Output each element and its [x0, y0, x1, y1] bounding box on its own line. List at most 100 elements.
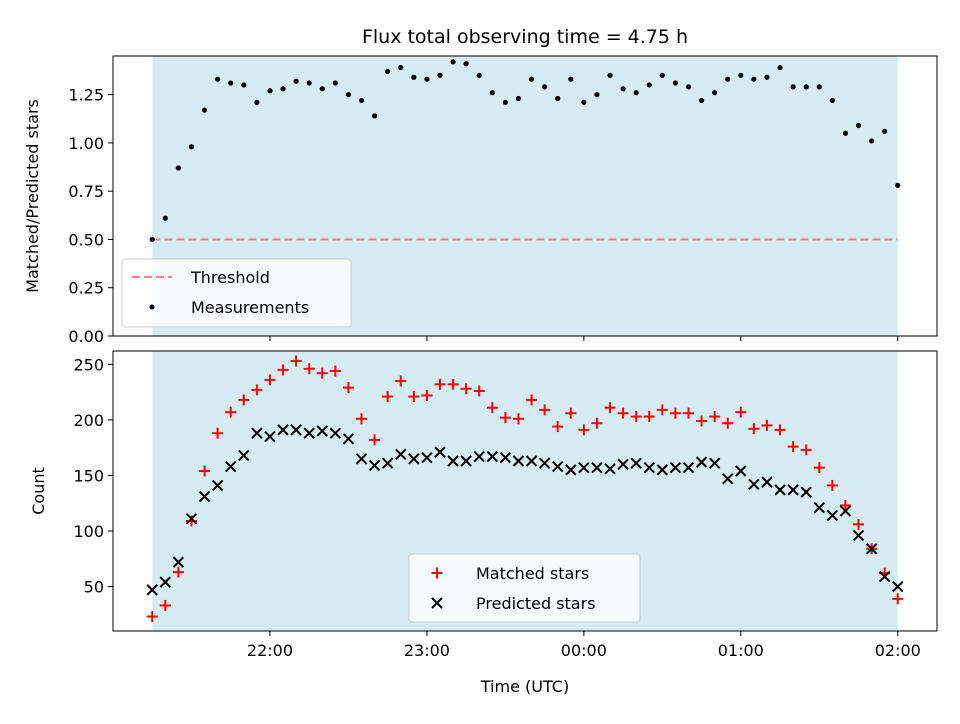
top-y-tick-label: 0.75: [68, 182, 104, 201]
bottom-y-tick-label: 150: [73, 466, 104, 485]
matched-star-point: [539, 404, 551, 416]
measurement-point: [437, 72, 443, 78]
predicted-star-point: [290, 424, 302, 436]
matched-star-point: [826, 479, 838, 491]
predicted-star-point: [604, 463, 616, 475]
matched-star-point: [853, 518, 865, 530]
matched-star-point: [669, 407, 681, 419]
matched-star-point: [486, 402, 498, 414]
predicted-star-point: [551, 460, 564, 473]
predicted-star-point: [381, 457, 394, 469]
predicted-star-point: [538, 457, 551, 469]
matched-star-point: [787, 441, 799, 453]
measurement-point: [672, 80, 679, 86]
predicted-star-point: [460, 455, 472, 467]
matched-star-point: [185, 515, 197, 527]
predicted-star-point: [852, 529, 865, 542]
matched-star-point: [342, 382, 354, 394]
measurement-point: [267, 88, 273, 94]
matched-star-point: [526, 394, 538, 406]
bottom-y-tick-label: 200: [73, 411, 104, 430]
predicted-star-point: [185, 513, 198, 525]
measurement-point: [581, 99, 587, 105]
measurement-point: [162, 215, 168, 221]
matched-star-point: [604, 402, 616, 414]
matched-star-point: [421, 389, 433, 401]
measurement-point: [895, 182, 901, 188]
predicted-star-point: [146, 584, 158, 596]
predicted-star-point: [395, 448, 407, 461]
predicted-star-point: [669, 461, 682, 474]
top-legend: Threshold Measurements: [121, 258, 352, 328]
predicted-star-point: [447, 455, 459, 467]
matched-star-point: [447, 378, 459, 390]
predicted-star-point: [368, 459, 381, 472]
bottom-legend: Matched stars Predicted stars: [408, 553, 641, 623]
matched-star-point: [552, 421, 564, 433]
predicted-star-point: [525, 455, 538, 467]
predicted-star-point: [748, 478, 760, 491]
matched-star-point: [696, 415, 708, 427]
measurement-point: [424, 76, 430, 82]
legend-predicted-symbol: [431, 597, 443, 609]
measurement-point: [594, 92, 600, 98]
measurement-point: [175, 165, 181, 171]
measurement-point: [502, 99, 508, 105]
predicted-star-point: [512, 455, 525, 467]
measurement-point: [777, 64, 783, 71]
bottom-plot-frame: [112, 350, 938, 632]
measurement-points: [149, 59, 901, 243]
bottom-x-tick-label: 01:00: [718, 641, 764, 660]
matched-star-point: [839, 499, 851, 511]
measurement-point: [411, 74, 417, 80]
predicted-star-point: [800, 486, 812, 498]
top-y-tick-label: 1.25: [68, 86, 104, 105]
top-y-axis: 0.00 0.25 0.50 0.75 1.00 1.25: [68, 86, 113, 346]
predicted-star-point: [499, 451, 512, 464]
matched-star-point: [656, 404, 668, 416]
matched-star-point: [434, 378, 446, 390]
matched-star-point: [473, 385, 485, 397]
matched-star-point: [408, 391, 420, 403]
matched-star-point: [146, 611, 158, 623]
matched-star-point: [565, 407, 577, 419]
matched-star-point: [578, 424, 590, 436]
bottom-x-tick-label: 02:00: [875, 641, 921, 660]
measurement-point: [633, 90, 639, 96]
matched-star-point: [643, 411, 655, 423]
matched-star-point: [630, 411, 642, 423]
measurement-point: [215, 76, 221, 82]
top-legend-box: [121, 258, 352, 328]
matched-star-point: [290, 355, 302, 367]
predicted-star-point: [774, 484, 786, 496]
measurement-point: [882, 128, 888, 134]
bottom-x-tick-label: 22:00: [247, 641, 293, 660]
measurement-point: [476, 72, 482, 78]
measurement-point: [385, 68, 391, 75]
top-y-axis-label: Matched/Predicted stars: [23, 99, 42, 293]
legend-threshold-label: Threshold: [190, 268, 270, 287]
bottom-y-axis: 50 100 150 200 250: [73, 355, 113, 597]
predicted-star-point: [630, 457, 642, 469]
measurement-point: [463, 61, 469, 67]
measurement-point: [188, 144, 195, 150]
predicted-star-point: [316, 425, 328, 437]
legend-matched-label: Matched stars: [476, 564, 589, 583]
matched-star-point: [369, 434, 381, 446]
measurement-point: [816, 84, 822, 90]
measurement-point: [698, 97, 705, 104]
measurement-point: [358, 97, 365, 104]
measurement-point: [528, 76, 535, 82]
matched-star-point: [264, 374, 276, 386]
predicted-star-point: [238, 449, 250, 462]
matched-star-point: [722, 417, 734, 429]
predicted-star-point: [695, 456, 708, 468]
top-plot-frame: [112, 55, 938, 337]
matched-star-point: [512, 413, 524, 425]
measurement-point: [450, 59, 456, 65]
measurement-point: [542, 84, 548, 90]
measurement-point: [345, 92, 352, 98]
bottom-y-tick-label: 100: [73, 522, 104, 541]
measurement-point: [332, 80, 338, 86]
legend-measurements-label: Measurements: [191, 298, 309, 317]
